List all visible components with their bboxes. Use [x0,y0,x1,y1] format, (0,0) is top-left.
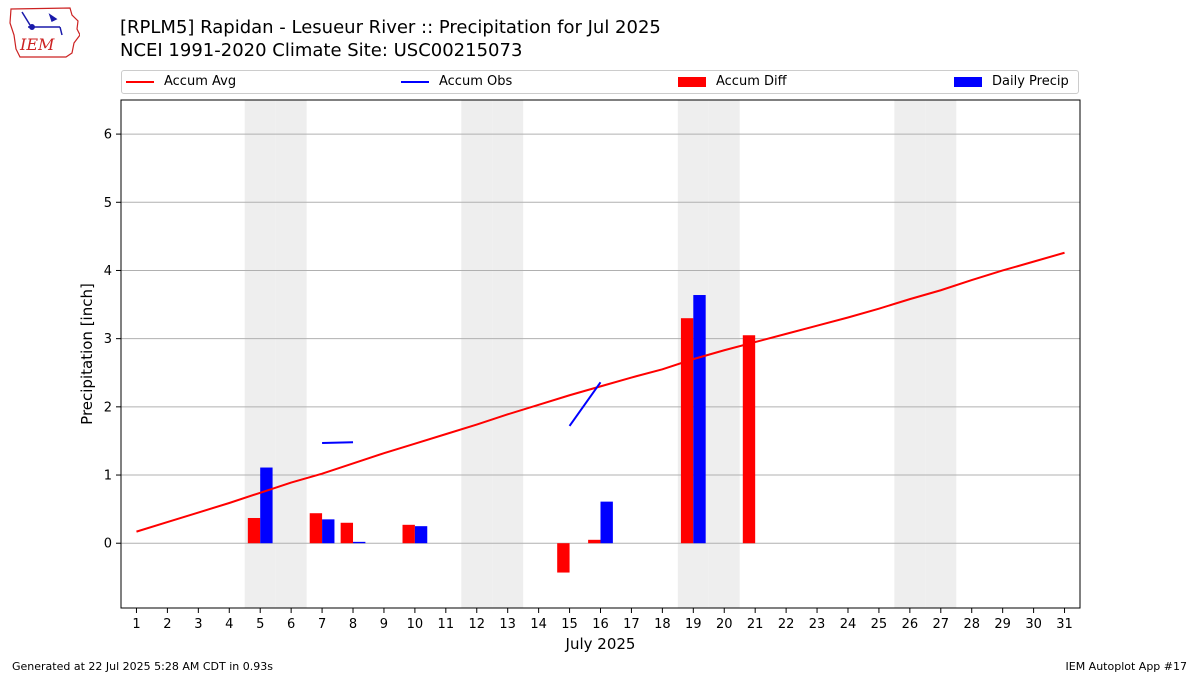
weekend-band [492,100,524,608]
daily-precip-bar [600,501,613,544]
accum-diff-bar [309,513,323,544]
y-tick-label: 1 [104,469,112,484]
x-tick-label: 5 [256,617,264,632]
accum-diff-bar [742,335,756,544]
accum-diff-bar [340,522,354,544]
weather-station-icon [21,11,63,36]
x-tick-label: 28 [963,617,980,632]
y-tick-label: 0 [104,537,112,552]
legend-swatch-accum-avg [126,80,154,83]
legend: Accum Avg Accum Obs Accum Diff Daily Pre… [121,70,1079,94]
y-tick-label: 4 [104,264,112,279]
x-tick-label: 3 [194,617,202,632]
accum-diff-bar [247,517,261,544]
logo-text: IEM [19,35,55,54]
legend-label-daily-precip: Daily Precip [992,74,1069,89]
accum-obs-line [568,381,602,427]
weekend-band [894,100,926,608]
accum-obs-line [322,441,354,444]
x-tick-label: 4 [225,617,233,632]
chart-title: [RPLM5] Rapidan - Lesueur River :: Preci… [120,17,661,38]
y-axis-label: Precipitation [inch] [78,283,96,425]
x-tick-label: 16 [592,617,609,632]
x-tick-label: 18 [654,617,671,632]
legend-label-accum-avg: Accum Avg [164,74,237,89]
legend-label-accum-diff: Accum Diff [716,74,787,89]
daily-precip-bar [322,519,335,544]
weekend-band [925,100,957,608]
x-tick-label: 11 [438,617,455,632]
daily-precip-bar [693,295,706,544]
accum-diff-bar [588,539,601,544]
x-tick-label: 23 [809,617,826,632]
accum-diff-bar [402,524,415,544]
x-tick-label: 30 [1025,617,1042,632]
accum-avg-line [136,251,1065,533]
x-tick-label: 15 [561,617,578,632]
daily-precip-bar [353,541,366,544]
legend-item-accum-diff: Accum Diff [678,74,787,89]
legend-label-accum-obs: Accum Obs [439,74,513,89]
x-tick-label: 20 [716,617,733,632]
legend-swatch-accum-diff [678,76,706,87]
y-tick-label: 2 [104,400,112,415]
x-tick-label: 27 [933,617,950,632]
x-tick-label: 21 [747,617,764,632]
x-tick-label: 2 [163,617,171,632]
generated-footer: Generated at 22 Jul 2025 5:28 AM CDT in … [12,660,273,673]
x-tick-label: 26 [902,617,919,632]
x-tick-label: 8 [349,617,357,632]
x-tick-label: 31 [1056,617,1073,632]
x-tick-label: 25 [871,617,888,632]
weekend-band [461,100,493,608]
daily-precip-bar [260,467,273,544]
legend-swatch-daily-precip [954,76,982,87]
accum-diff-bar [680,318,694,544]
x-tick-label: 29 [994,617,1011,632]
x-tick-label: 1 [132,617,140,632]
legend-swatch-accum-obs [401,80,429,83]
x-tick-label: 9 [380,617,388,632]
x-tick-label: 14 [530,617,547,632]
accum-diff-bar [557,543,570,573]
chart-subtitle: NCEI 1991-2020 Climate Site: USC00215073 [120,40,523,61]
x-tick-label: 19 [685,617,702,632]
x-tick-label: 13 [499,617,516,632]
y-tick-label: 5 [104,196,112,211]
x-tick-label: 12 [468,617,485,632]
y-tick-label: 3 [104,332,112,347]
y-tick-label: 6 [104,128,112,143]
x-tick-label: 10 [407,617,424,632]
x-tick-label: 17 [623,617,640,632]
daily-precip-bar [414,526,428,544]
legend-item-accum-obs: Accum Obs [401,74,512,89]
legend-item-daily-precip: Daily Precip [954,74,1069,89]
x-tick-label: 24 [840,617,857,632]
x-axis-label: July 2025 [565,635,636,653]
app-footer: IEM Autoplot App #17 [1065,660,1188,673]
weekend-band [275,100,307,608]
x-tick-label: 6 [287,617,295,632]
x-tick-label: 7 [318,617,326,632]
iem-logo: IEM [9,7,80,58]
legend-item-accum-avg: Accum Avg [126,74,236,89]
x-tick-label: 22 [778,617,795,632]
